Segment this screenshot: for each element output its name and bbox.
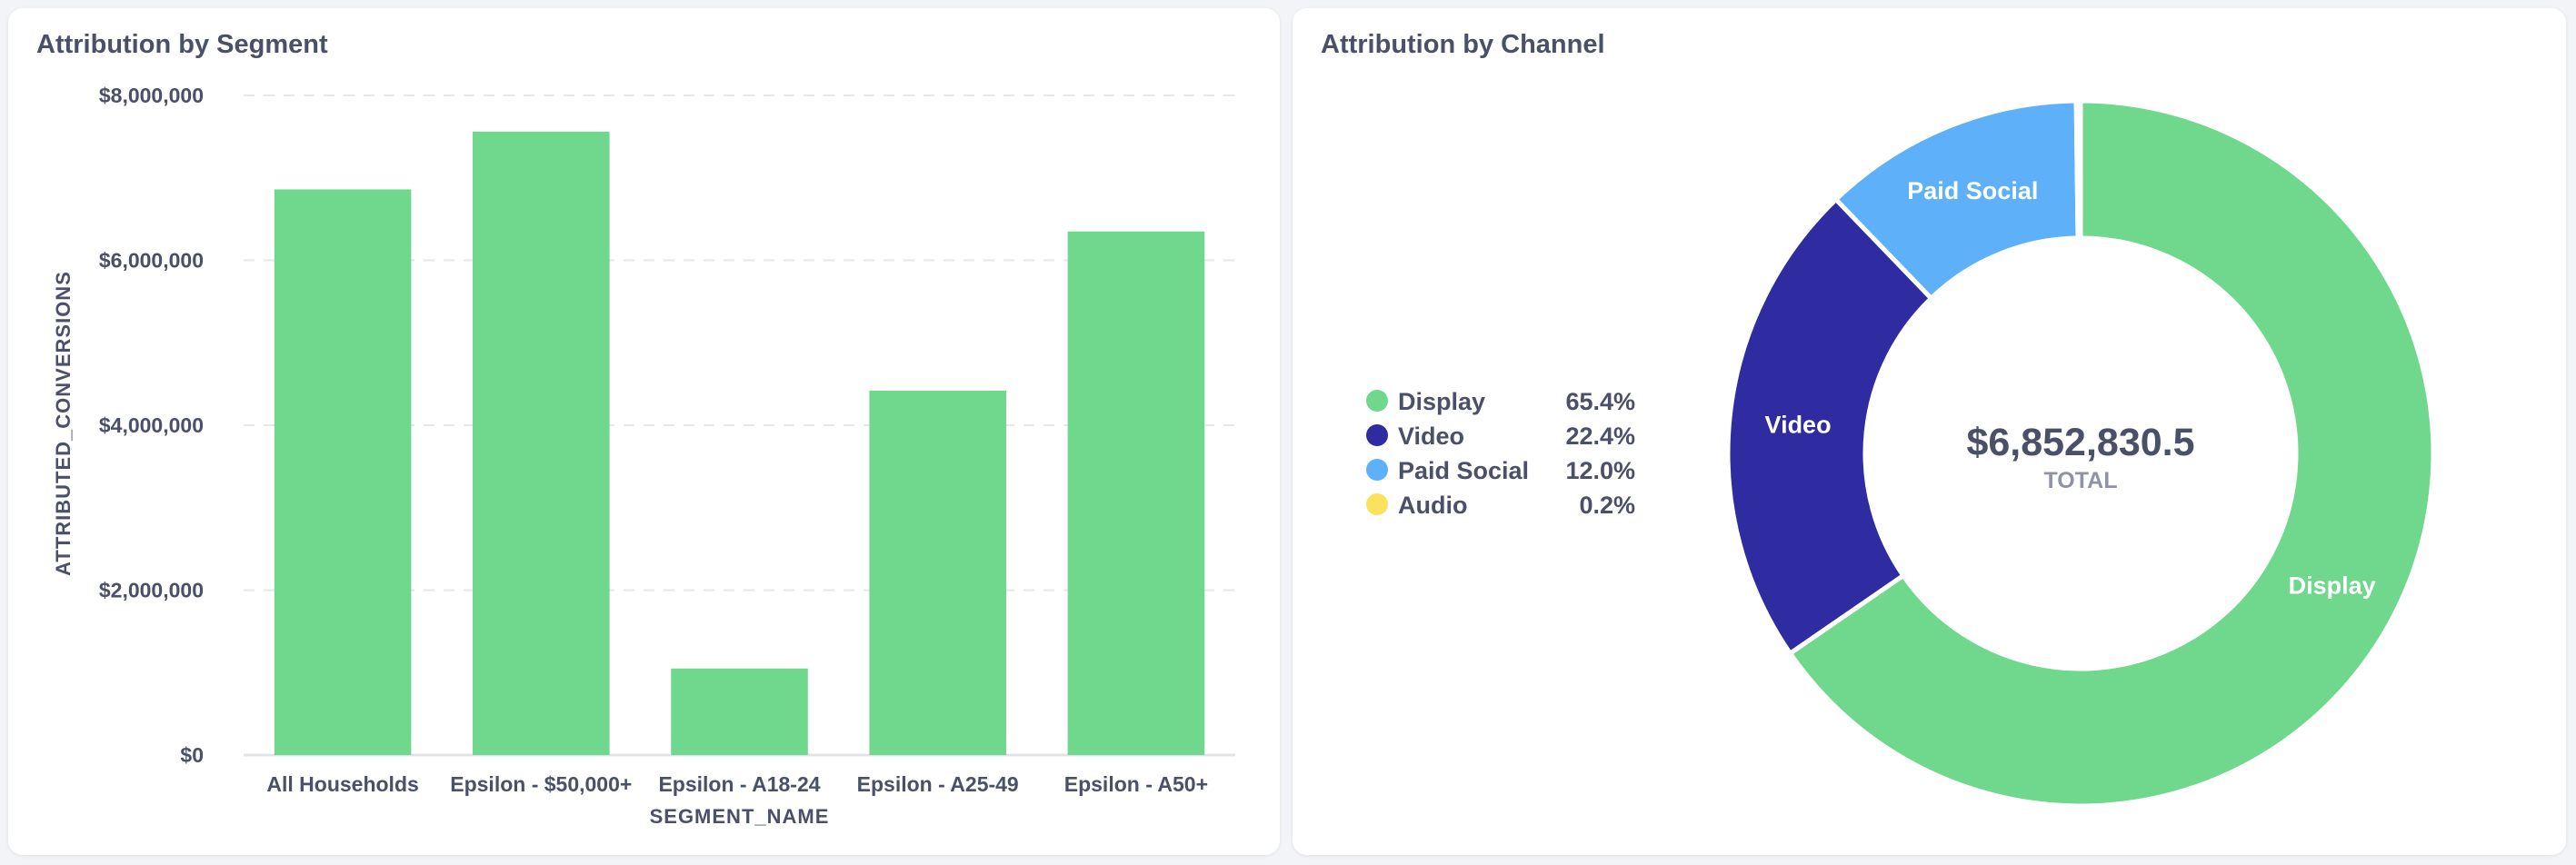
- legend-dot-icon: [1366, 424, 1388, 446]
- bar: [671, 668, 808, 755]
- y-axis-title: ATTRIBUTED_CONVERSIONS: [52, 271, 75, 576]
- bar-chart: $0 $2,000,000 $4,000,000 $6,000,000 $8,000,0…: [52, 84, 1235, 828]
- legend-label: Video: [1398, 423, 1464, 450]
- legend-label: Display: [1398, 388, 1485, 415]
- y-tick-label: $0: [180, 743, 204, 767]
- bar: [274, 189, 412, 755]
- bar: [473, 131, 610, 755]
- segment-chart-title: Attribution by Segment: [36, 30, 328, 59]
- slice-label: Paid Social: [1907, 177, 2038, 204]
- legend-dot-icon: [1366, 390, 1388, 412]
- x-tick-label: All Households: [266, 772, 418, 796]
- donut-slice-video: [1725, 195, 1935, 657]
- legend-dot-icon: [1366, 493, 1388, 515]
- bar: [869, 390, 1006, 755]
- legend-percent: 12.0%: [1565, 457, 1635, 484]
- channel-chart-card: Attribution by Channel Display Display 65.…: [1293, 8, 2566, 855]
- donut-total-value: $6,852,830.5: [1966, 421, 2194, 464]
- legend-percent: 0.2%: [1579, 492, 1635, 519]
- slice-label: Display: [2289, 572, 2376, 599]
- y-tick-label: $6,000,000: [99, 249, 204, 273]
- channel-chart-title: Attribution by Channel: [1321, 30, 1605, 59]
- legend-dot-icon: [1366, 459, 1388, 481]
- x-axis-title: SEGMENT_NAME: [650, 805, 830, 828]
- legend-label: Paid Social: [1398, 457, 1529, 484]
- y-tick-label: $8,000,000: [99, 84, 204, 107]
- legend-label: Audio: [1398, 492, 1467, 519]
- x-tick-label: Epsilon - A25-49: [857, 772, 1019, 796]
- legend-percent: 22.4%: [1565, 423, 1635, 450]
- y-tick-label: $4,000,000: [99, 413, 204, 437]
- donut-slice-audio: [2073, 98, 2083, 241]
- legend-percent: 65.4%: [1565, 388, 1635, 415]
- bar: [1067, 231, 1205, 756]
- slice-label: Video: [1765, 412, 1832, 439]
- x-tick-label: Epsilon - $50,000+: [450, 772, 632, 796]
- donut-slice-display: [1786, 98, 2436, 809]
- y-tick-label: $2,000,000: [99, 579, 204, 602]
- x-tick-label: Epsilon - A50+: [1064, 772, 1208, 796]
- x-tick-label: Epsilon - A18-24: [658, 772, 820, 796]
- segment-chart-card: Attribution by Segment $0 $2,000,000 $4,00…: [8, 8, 1280, 855]
- donut-chart: Display Display 65.4% Video Video 22.4% Paid S…: [1366, 98, 2436, 809]
- donut-total-label: TOTAL: [2043, 468, 2117, 493]
